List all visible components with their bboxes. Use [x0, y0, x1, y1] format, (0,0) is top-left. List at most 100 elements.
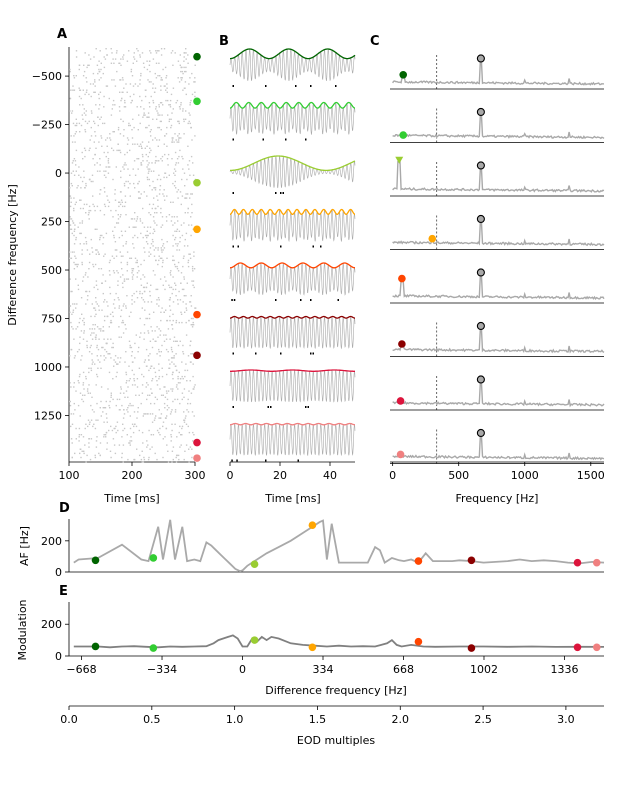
spike-dot — [104, 191, 106, 193]
spike-dot — [154, 187, 156, 189]
spike-dot — [125, 373, 128, 376]
panel-a-ytick-label: −250 — [32, 119, 62, 132]
spike-dot — [173, 363, 175, 365]
spike-dot — [82, 104, 84, 106]
spike-dot — [103, 338, 105, 340]
spike-dot — [112, 131, 114, 133]
spike-dot — [98, 97, 100, 100]
spike-dot — [172, 255, 174, 257]
spike-dot — [79, 222, 81, 224]
spike-dot — [127, 187, 130, 189]
spike-dot — [125, 305, 127, 307]
spike-dot — [70, 386, 72, 388]
panel-a-xtick-label: 200 — [122, 469, 143, 482]
spike-mark — [232, 406, 234, 408]
spike-dot — [117, 280, 119, 282]
spike-dot — [106, 417, 108, 419]
spike-dot — [143, 301, 146, 303]
spike-dot — [95, 446, 98, 448]
spike-dot — [148, 178, 150, 181]
spike-dot — [153, 220, 155, 222]
spike-dot — [106, 195, 108, 197]
spike-dot — [178, 371, 180, 374]
spike-dot — [159, 427, 161, 430]
spike-dot — [109, 313, 112, 315]
spike-dot — [159, 355, 161, 357]
spike-dot — [126, 278, 128, 280]
spike-dot — [71, 313, 73, 315]
spike-dot — [143, 338, 145, 340]
spike-dot — [122, 166, 124, 168]
spike-dot — [154, 212, 156, 214]
spike-dot — [152, 434, 155, 436]
spike-dot — [129, 344, 131, 347]
spike-dot — [121, 77, 124, 79]
panel-e-x2tick-label: 3.0 — [557, 713, 575, 726]
spike-dot — [190, 193, 192, 195]
spike-dot — [154, 87, 157, 89]
spike-dot — [120, 388, 122, 390]
spike-dot — [78, 166, 80, 168]
spike-dot — [147, 243, 149, 245]
envelope-line — [230, 369, 355, 372]
spike-dot — [104, 299, 106, 301]
spike-dot — [96, 326, 99, 328]
spike-dot — [172, 319, 174, 322]
spike-dot — [112, 58, 114, 60]
spike-dot — [95, 284, 98, 286]
spike-dot — [189, 380, 191, 382]
spike-dot — [139, 336, 141, 338]
spike-dot — [103, 174, 106, 176]
spike-dot — [88, 218, 90, 220]
spike-dot — [127, 396, 129, 398]
spike-dot — [96, 228, 98, 230]
spike-dot — [158, 139, 161, 141]
spike-dot — [113, 257, 115, 259]
spike-dot — [107, 162, 110, 164]
spike-dot — [124, 396, 126, 398]
spike-dot — [144, 309, 146, 311]
spike-dot — [146, 176, 149, 179]
spike-dot — [97, 348, 100, 351]
spike-dot — [179, 446, 181, 448]
eod-peak-marker — [476, 161, 485, 170]
spike-mark — [275, 192, 277, 194]
spike-dot — [176, 245, 179, 247]
envelope-line — [230, 208, 356, 215]
spike-dot — [193, 251, 195, 253]
spike-dot — [159, 388, 161, 390]
spike-dot — [147, 155, 149, 158]
spike-dot — [182, 301, 184, 303]
spike-dot — [83, 332, 85, 334]
spike-dot — [88, 54, 90, 56]
spike-dot — [158, 174, 160, 176]
spike-dot — [176, 249, 178, 251]
spike-dot — [94, 135, 97, 137]
spike-mark — [310, 299, 312, 301]
spike-dot — [166, 126, 168, 129]
spike-dot — [103, 95, 105, 98]
eod-trace — [229, 208, 356, 243]
spike-dot — [131, 303, 133, 305]
spike-dot — [157, 336, 159, 338]
spike-dot — [164, 436, 166, 438]
spike-dot — [164, 407, 166, 409]
spike-dot — [88, 149, 90, 152]
spike-dot — [93, 91, 95, 93]
spike-dot — [162, 394, 164, 396]
spike-dot — [103, 66, 106, 69]
eod-peak-marker — [476, 268, 485, 277]
spike-dot — [144, 114, 146, 116]
eod-peak-marker — [476, 107, 485, 117]
spike-dot — [120, 176, 122, 179]
spike-mark — [300, 299, 302, 301]
spike-dot — [180, 434, 182, 436]
spike-dot — [161, 114, 163, 116]
spike-dot — [102, 72, 104, 75]
spike-dot — [97, 116, 99, 118]
spike-dot — [183, 87, 186, 89]
spike-dot — [189, 257, 192, 259]
spike-dot — [159, 278, 162, 280]
spike-dot — [169, 309, 172, 311]
spike-dot — [155, 108, 157, 110]
